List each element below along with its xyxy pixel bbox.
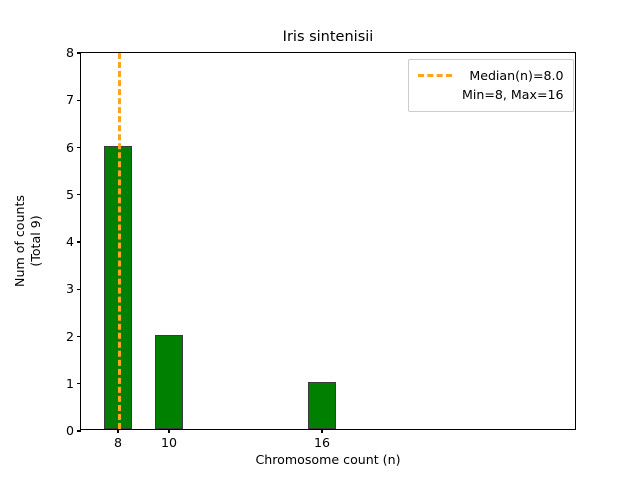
y-tick-mark [77, 335, 81, 338]
x-tick-label: 10 [160, 435, 177, 450]
y-tick-label: 6 [65, 139, 74, 155]
y-tick-label: 5 [65, 186, 74, 202]
median-line [117, 53, 121, 429]
y-tick-mark [77, 146, 81, 149]
y-tick-label: 8 [65, 45, 74, 60]
y-axis-label-text: Num of counts (Total 9) [12, 195, 44, 287]
y-tick-mark [77, 194, 81, 196]
bar [154, 334, 183, 429]
plot-area: 0 1 2 3 4 5 6 7 8 8 10 16 [66, 45, 576, 450]
legend-label: Median(n)=8.0 [469, 68, 564, 83]
bar [103, 145, 132, 429]
x-tick-label: 16 [313, 435, 330, 450]
y-tick-label: 3 [65, 281, 74, 297]
x-tick-mark [321, 429, 323, 433]
x-tick-mark [117, 429, 119, 433]
legend-item: Min=8, Max=16 [418, 85, 564, 104]
legend-label: Min=8, Max=16 [462, 87, 564, 102]
bar [307, 381, 336, 429]
y-tick-mark [77, 99, 81, 101]
y-tick-label: 0 [65, 423, 74, 438]
y-tick-mark [77, 430, 81, 432]
y-tick-mark [77, 288, 81, 290]
y-tick-label: 7 [65, 92, 74, 108]
y-tick-label: 1 [65, 375, 74, 391]
page-title: Iris sintenisii [282, 29, 374, 45]
legend-item: Median(n)=8.0 [418, 66, 564, 85]
y-axis-label-line: Num of counts [12, 195, 27, 287]
y-tick-label: 2 [65, 328, 74, 344]
x-tick-label: 8 [113, 435, 122, 450]
x-axis-label: Chromosome count (n) [255, 452, 401, 467]
legend: Median(n)=8.0 Min=8, Max=16 [408, 59, 574, 112]
x-tick-mark [168, 429, 170, 433]
legend-dashed-line-icon [418, 74, 452, 77]
y-axis-label-line: (Total 9) [28, 215, 43, 267]
y-tick-mark [77, 241, 81, 243]
y-tick-mark [77, 383, 81, 385]
y-tick-mark [77, 52, 81, 54]
y-tick-label: 4 [65, 234, 74, 249]
